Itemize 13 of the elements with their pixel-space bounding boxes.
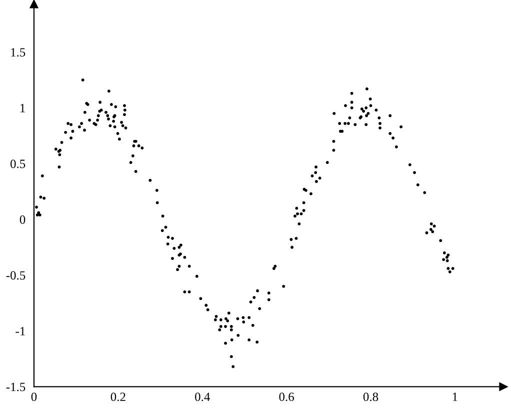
y-tick-label: -0.5 bbox=[6, 271, 26, 280]
x-tick-label: 0.6 bbox=[279, 392, 294, 402]
y-tick-label: 0.5 bbox=[10, 160, 26, 168]
y-tick-label: 0 bbox=[20, 215, 26, 224]
x-tick-label: 0.2 bbox=[110, 392, 126, 402]
y-tick-label: 1 bbox=[20, 104, 25, 112]
x-tick-label: 0 bbox=[31, 392, 37, 402]
y-tick-label: -1 bbox=[16, 327, 25, 336]
x-tick-label: 0.4 bbox=[195, 392, 210, 402]
y-tick-label: -1.5 bbox=[6, 382, 26, 392]
x-tick-label: 1 bbox=[452, 392, 458, 401]
y-tick-label: 1.5 bbox=[11, 48, 26, 57]
x-tick-label: 0.8 bbox=[363, 392, 378, 402]
